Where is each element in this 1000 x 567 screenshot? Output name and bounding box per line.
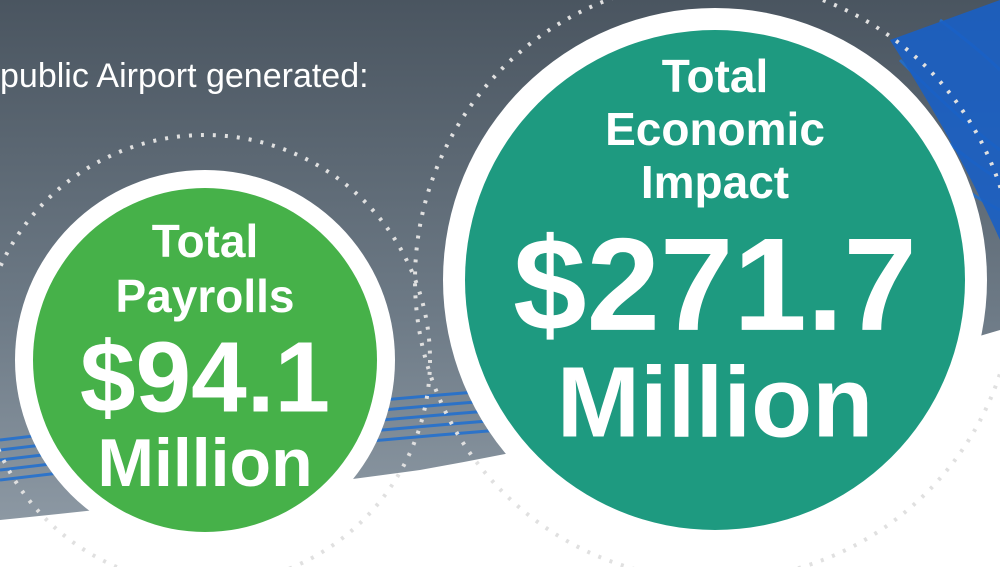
header-text: public Airport generated: <box>0 57 369 95</box>
amount: $94.1 <box>80 321 330 433</box>
amount: $271.7 <box>513 211 917 358</box>
circle-label: Economic <box>605 103 825 155</box>
infographic: public Airport generated: TotalPayrolls$… <box>0 0 1000 567</box>
circle-label: Total <box>152 215 258 267</box>
circle-label: Impact <box>641 156 789 208</box>
circle-label: Payrolls <box>116 270 295 322</box>
unit: Million <box>557 346 874 458</box>
unit: Million <box>97 425 312 501</box>
circle-label: Total <box>662 50 768 102</box>
page: public Airport generated: TotalPayrolls$… <box>0 0 1000 567</box>
